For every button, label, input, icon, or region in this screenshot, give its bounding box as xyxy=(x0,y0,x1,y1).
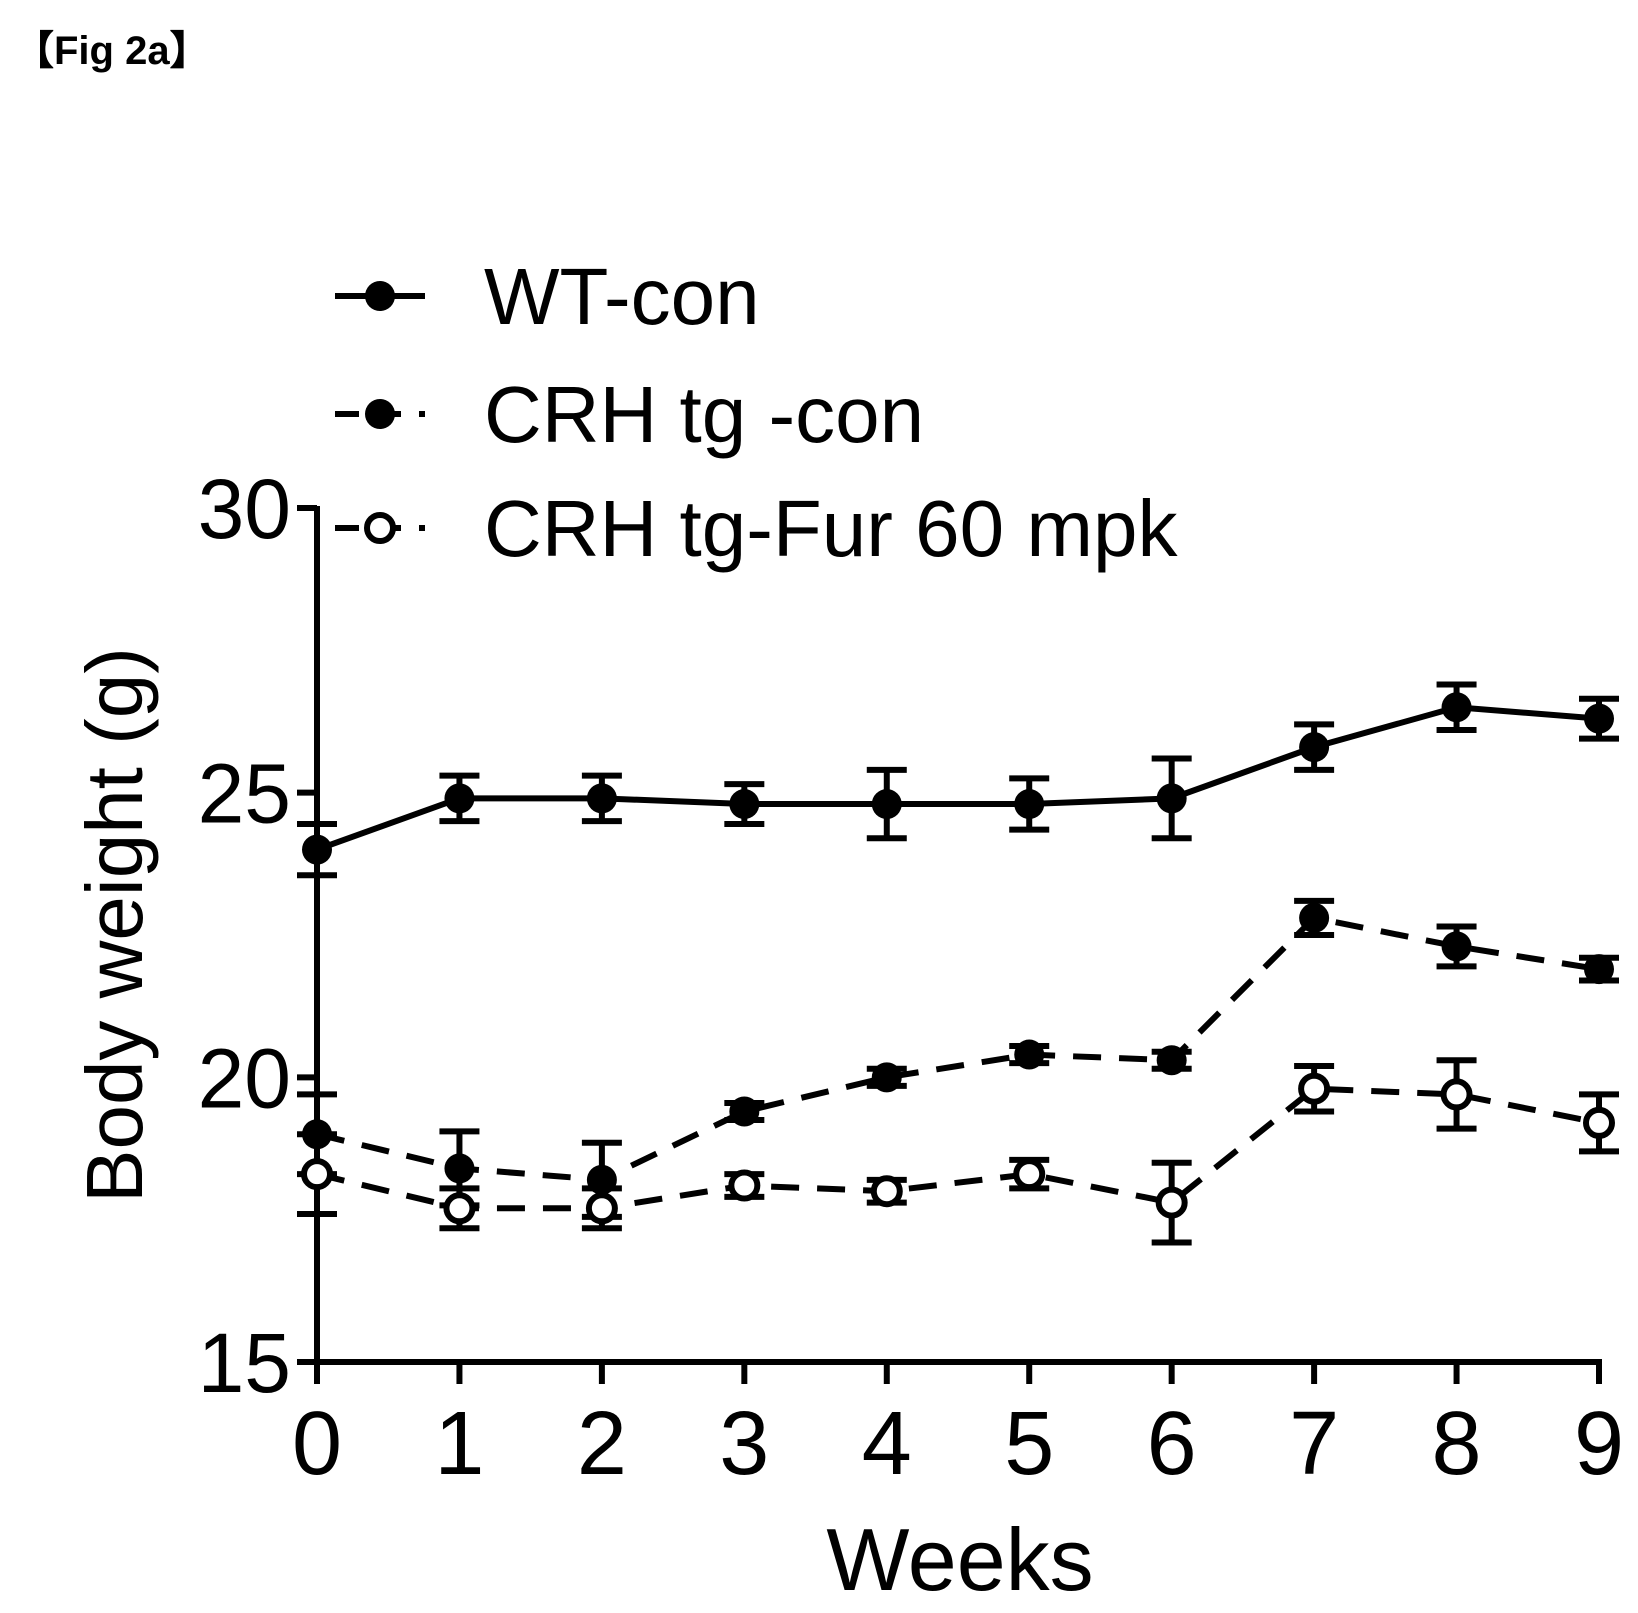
data-point xyxy=(1584,703,1614,734)
y-tick-label: 25 xyxy=(198,747,291,841)
y-tick-label: 30 xyxy=(198,462,291,556)
series-line xyxy=(315,704,1600,853)
legend-entry-2: CRH tg -con xyxy=(335,370,924,459)
data-point xyxy=(444,783,475,814)
data-point xyxy=(302,834,332,865)
data-point xyxy=(586,783,617,814)
legend-entry-1: WT-con xyxy=(335,252,760,341)
x-tick-label: 6 xyxy=(1147,1394,1197,1494)
legend-label: CRH tg-Fur 60 mpk xyxy=(484,484,1178,573)
data-point xyxy=(1155,1186,1188,1219)
data-point xyxy=(1298,1072,1331,1105)
x-tick-label: 5 xyxy=(1004,1394,1054,1494)
y-axis-title: Body weight (g) xyxy=(70,647,159,1203)
x-tick-label: 4 xyxy=(862,1394,912,1494)
series-line xyxy=(316,914,1600,1183)
series-2 xyxy=(297,897,1619,1220)
figure-label: 【Fig 2a】 xyxy=(14,29,210,73)
series-3 xyxy=(297,1057,1619,1246)
x-tick-label: 9 xyxy=(1574,1394,1624,1494)
data-point xyxy=(728,1169,761,1202)
x-axis-title: Weeks xyxy=(826,1510,1093,1609)
legend: WT-con CRH tg -con CRH tg-Fur 60 mpk xyxy=(335,252,1178,573)
legend-label: WT-con xyxy=(484,252,760,341)
legend-marker xyxy=(365,281,395,311)
data-point xyxy=(1014,789,1045,820)
data-point xyxy=(1156,783,1187,814)
data-point xyxy=(1584,954,1614,985)
data-point xyxy=(585,1192,618,1225)
data-point xyxy=(729,789,760,820)
data-point xyxy=(1014,1039,1045,1070)
y-tick-label: 15 xyxy=(198,1316,291,1410)
data-point xyxy=(443,1192,476,1225)
data-point xyxy=(1441,931,1472,962)
series-layer xyxy=(297,681,1619,1246)
data-point xyxy=(1013,1158,1046,1191)
data-point xyxy=(1440,1078,1473,1111)
x-tick-label: 0 xyxy=(292,1394,342,1494)
legend-entry-3: CRH tg-Fur 60 mpk xyxy=(335,484,1178,573)
axes: 15 20 25 30 0 1 2 3 4 5 6 7 8 9 xyxy=(198,462,1624,1494)
data-point xyxy=(871,1062,902,1093)
x-tick-label: 2 xyxy=(577,1394,627,1494)
y-tick-label: 20 xyxy=(198,1031,291,1125)
series-1 xyxy=(297,681,1619,879)
x-tick-label: 1 xyxy=(434,1394,484,1494)
data-point xyxy=(1583,1106,1615,1139)
series-line xyxy=(316,1085,1600,1212)
x-tick-label: 3 xyxy=(719,1394,769,1494)
data-point xyxy=(301,1158,333,1191)
data-point xyxy=(1299,902,1330,933)
x-tick-label: 7 xyxy=(1289,1394,1339,1494)
data-point xyxy=(871,789,902,820)
data-point xyxy=(444,1153,475,1184)
legend-marker xyxy=(365,399,395,429)
data-point xyxy=(1299,732,1330,763)
legend-marker xyxy=(364,512,396,544)
data-point xyxy=(1156,1045,1187,1076)
legend-label: CRH tg -con xyxy=(484,370,924,459)
data-point xyxy=(729,1096,760,1127)
data-point xyxy=(870,1175,903,1208)
x-tick-label: 8 xyxy=(1432,1394,1482,1494)
data-point xyxy=(1441,692,1472,723)
